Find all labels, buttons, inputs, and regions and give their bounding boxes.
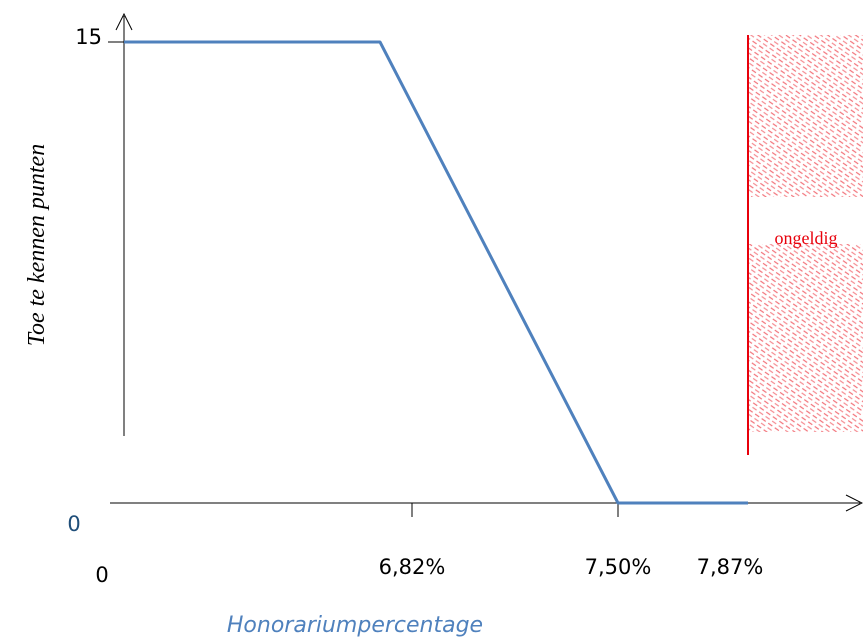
y-axis-title: Toe te kennen punten: [24, 144, 50, 346]
series-line-0: [124, 40, 748, 505]
invalid-region-hatch-bottom: [748, 244, 863, 432]
x-axis-arrow: [845, 494, 863, 512]
invalid-region-hatch-top: [748, 35, 863, 197]
x-tick-label-origin: 0: [95, 563, 108, 587]
series-layer: [124, 40, 748, 505]
y-axis-arrow: [115, 12, 133, 31]
x-axis-title: Honorariumpercentage: [227, 613, 483, 638]
invalid-region: ongeldig: [747, 35, 863, 455]
y-tick-label-zero: 0: [67, 512, 80, 536]
invalid-region-label: ongeldig: [775, 228, 838, 248]
x-axis: [110, 494, 863, 517]
x-tick-label-750: 7,50%: [585, 555, 652, 579]
y-axis: [108, 12, 133, 436]
x-tick-label-787: 7,87%: [697, 555, 764, 579]
x-tick-label-682: 6,82%: [379, 555, 446, 579]
y-tick-label-top: 15: [75, 25, 102, 49]
